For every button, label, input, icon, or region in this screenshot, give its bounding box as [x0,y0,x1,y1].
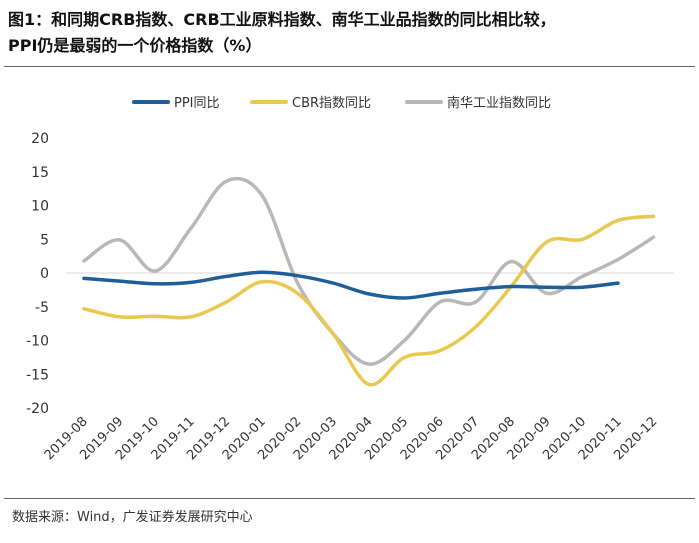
legend-label-ppi: PPI同比 [174,96,220,111]
series-line-cbr [82,214,656,387]
y-tick-label: 5 [40,232,49,248]
y-tick-label: -5 [35,300,49,316]
legend-swatch-nanhua [405,99,443,104]
y-tick-label: -20 [26,401,49,417]
source-note: 数据来源：Wind，广发证券发展研究中心 [12,510,253,525]
y-tick-label: 10 [31,199,49,215]
series-line-nanhua [82,176,656,366]
legend-swatch-cbr [250,99,288,104]
chart-title-line-2: PPI仍是最弱的一个价格指数（%） [8,36,262,55]
y-tick-label: 0 [40,266,49,282]
chart-legend: PPI同比 CBR指数同比 南华工业指数同比 [0,92,699,114]
chart-title-line-1: 图1：和同期CRB指数、CRB工业原料指数、南华工业品指数的同比相比较， [8,10,556,29]
legend-item-nanhua: 南华工业指数同比 [405,92,551,111]
legend-label-nanhua: 南华工业指数同比 [447,96,552,111]
legend-swatch-ppi [132,99,170,104]
y-tick-label: 15 [31,165,49,181]
y-tick-label: -10 [26,334,49,350]
legend-item-ppi: PPI同比 [132,92,220,111]
legend-label-cbr: CBR指数同比 [292,96,372,111]
legend-item-cbr: CBR指数同比 [250,92,371,111]
y-tick-label: 20 [31,131,49,147]
series-line-ppi [82,270,620,300]
title-divider [4,66,695,67]
y-tick-label: -15 [26,367,49,383]
source-divider [4,498,695,499]
chart-title: 图1：和同期CRB指数、CRB工业原料指数、南华工业品指数的同比相比较， PPI… [8,7,693,59]
